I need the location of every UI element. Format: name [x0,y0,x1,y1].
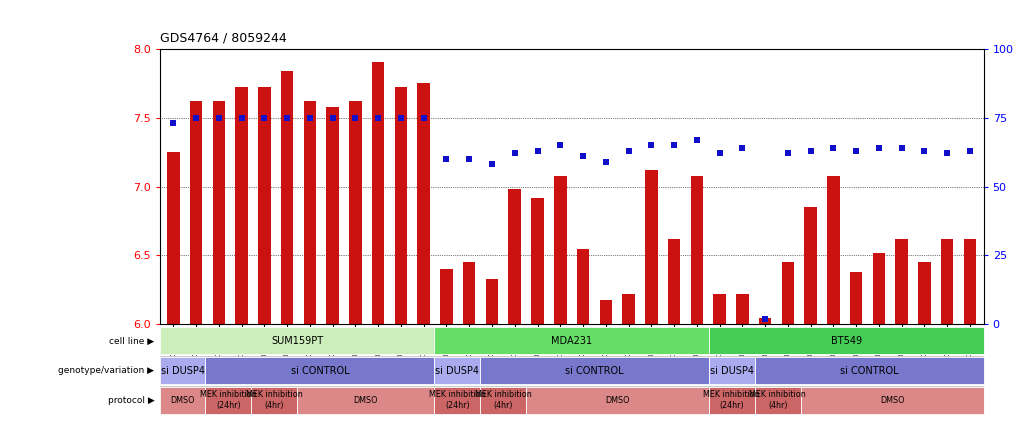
Bar [804,207,817,324]
Bar [281,71,294,324]
Text: si CONTROL: si CONTROL [839,365,898,376]
Point [780,150,796,157]
Point [392,114,409,121]
Bar [577,249,589,324]
Bar [872,253,885,324]
Point [370,114,386,121]
Text: si CONTROL: si CONTROL [565,365,624,376]
Bar [440,269,453,324]
Bar [531,198,544,324]
Bar [190,101,202,324]
Point [893,145,909,151]
Point [802,147,819,154]
Point [415,114,432,121]
Text: MEK inhibition
(24hr): MEK inhibition (24hr) [703,390,760,410]
Text: MEK inhibition
(24hr): MEK inhibition (24hr) [428,390,485,410]
Bar [372,63,384,324]
Point [734,145,751,151]
Point [529,147,546,154]
Point [825,145,842,151]
Bar [714,294,726,324]
Point [620,147,637,154]
Text: DMSO: DMSO [606,396,629,405]
Bar [850,272,862,324]
Text: BT549: BT549 [831,336,862,346]
Bar [918,262,931,324]
Point [256,114,273,121]
Point [552,142,569,148]
Point [643,142,659,148]
Text: cell line ▶: cell line ▶ [109,336,154,346]
Bar [554,176,566,324]
Bar [667,239,681,324]
Point [234,114,250,121]
Bar [167,152,179,324]
Bar [327,107,339,324]
Bar [304,101,316,324]
Point [848,147,864,154]
Text: MDA231: MDA231 [551,336,592,346]
Text: DMSO: DMSO [353,396,378,405]
Bar [622,294,634,324]
Point [665,142,682,148]
Point [712,150,728,157]
Bar [690,176,703,324]
Bar [599,299,612,324]
Bar [462,262,476,324]
Bar [417,83,430,324]
Point [757,316,774,322]
Bar [782,262,794,324]
Bar [941,239,954,324]
Bar [486,279,499,324]
Bar [736,294,749,324]
Bar [212,101,226,324]
Bar [759,318,771,324]
Text: si DUSP4: si DUSP4 [436,365,479,376]
Text: DMSO: DMSO [880,396,904,405]
Point [597,158,614,165]
Text: GDS4764 / 8059244: GDS4764 / 8059244 [160,31,286,44]
Bar [827,176,839,324]
Bar [394,87,407,324]
Point [575,153,591,159]
Text: genotype/variation ▶: genotype/variation ▶ [59,366,154,375]
Point [507,150,523,157]
Point [917,147,933,154]
Point [438,156,454,162]
Bar [964,239,976,324]
Point [939,150,956,157]
Text: MEK inhibition
(24hr): MEK inhibition (24hr) [200,390,256,410]
Point [461,156,478,162]
Text: protocol ▶: protocol ▶ [108,396,154,405]
Bar [509,190,521,324]
Point [187,114,204,121]
Point [302,114,318,121]
Text: DMSO: DMSO [170,396,195,405]
Point [279,114,296,121]
Text: si CONTROL: si CONTROL [290,365,349,376]
Bar [895,239,908,324]
Bar [235,87,248,324]
Point [870,145,887,151]
Text: si DUSP4: si DUSP4 [710,365,754,376]
Text: MEK inhibition
(4hr): MEK inhibition (4hr) [475,390,531,410]
Point [165,120,181,126]
Point [962,147,978,154]
Text: MEK inhibition
(4hr): MEK inhibition (4hr) [749,390,806,410]
Bar [259,87,271,324]
Point [210,114,227,121]
Point [324,114,341,121]
Point [689,136,706,143]
Point [484,161,501,168]
Text: si DUSP4: si DUSP4 [161,365,205,376]
Text: SUM159PT: SUM159PT [271,336,323,346]
Bar [645,170,657,324]
Point [347,114,364,121]
Text: MEK inhibition
(4hr): MEK inhibition (4hr) [246,390,303,410]
Bar [349,101,362,324]
